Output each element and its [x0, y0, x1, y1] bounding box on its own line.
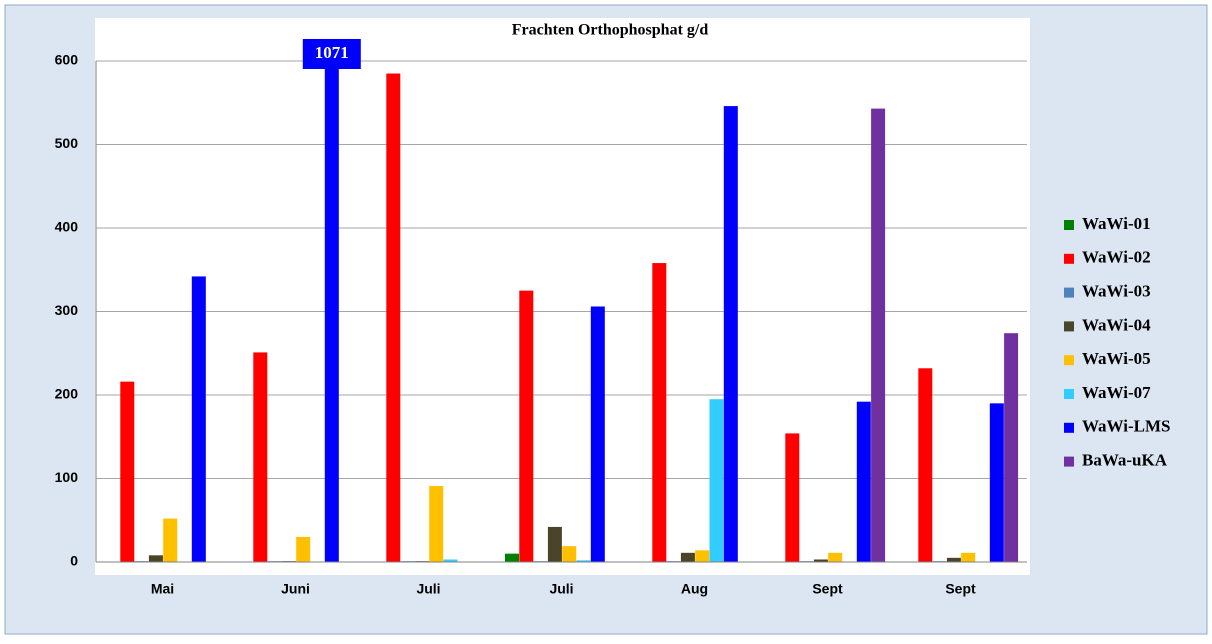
legend-swatch: [1064, 355, 1074, 366]
bar: [723, 106, 738, 562]
bar: [324, 61, 339, 562]
legend-label: WaWi-01: [1082, 214, 1151, 233]
legend-swatch: [1064, 287, 1074, 298]
x-tick-label: Juli: [416, 581, 440, 597]
legend-swatch: [1064, 456, 1074, 467]
y-tick-label: 500: [55, 135, 79, 151]
y-tick-label: 600: [55, 52, 79, 68]
chart-title: Frachten Orthophosphat g/d: [512, 22, 709, 39]
x-tick-label: Juli: [549, 581, 573, 597]
legend-swatch: [1064, 220, 1074, 230]
bar: [695, 550, 710, 562]
legend-label: BaWa-uKA: [1082, 451, 1168, 470]
bar: [652, 263, 667, 562]
legend-label: WaWi-04: [1082, 315, 1151, 334]
x-tick-label: Sept: [945, 581, 976, 597]
y-tick-label: 100: [55, 469, 79, 485]
bar: [505, 553, 519, 562]
bar: [148, 555, 163, 562]
bar: [253, 352, 268, 562]
y-tick-label: 400: [55, 219, 79, 235]
bar: [680, 552, 695, 562]
bar: [989, 403, 1004, 562]
legend-swatch: [1064, 253, 1074, 264]
bar: [163, 518, 178, 562]
bar: [1004, 333, 1019, 562]
legend-label: WaWi-05: [1082, 349, 1151, 368]
x-tick-label: Mai: [151, 581, 174, 597]
plot-background: [95, 18, 1030, 575]
legend-label: WaWi-07: [1082, 383, 1151, 402]
y-tick-label: 300: [55, 302, 79, 318]
bar: [296, 536, 311, 562]
bar: [443, 559, 458, 562]
legend-label: WaWi-03: [1082, 282, 1151, 301]
bar: [191, 276, 206, 562]
legend-label: WaWi-LMS: [1082, 417, 1170, 436]
y-tick-label: 0: [70, 553, 78, 569]
bar: [386, 73, 401, 563]
bar: [813, 559, 828, 562]
x-tick-label: Juni: [281, 581, 310, 597]
bar: [946, 557, 961, 562]
bar: [918, 368, 933, 562]
bar: [961, 552, 976, 562]
x-tick-label: Sept: [812, 581, 843, 597]
bar: [856, 401, 871, 562]
data-label-box: [302, 39, 361, 69]
bar: [576, 560, 591, 562]
legend-swatch: [1064, 321, 1074, 332]
y-tick-label: 200: [55, 386, 79, 402]
bar: [547, 526, 562, 562]
legend-label: WaWi-02: [1082, 248, 1151, 267]
bar: [120, 381, 135, 562]
x-tick-label: Aug: [681, 581, 708, 597]
bar: [709, 399, 724, 562]
data-label: 1071: [315, 43, 349, 62]
legend-swatch: [1064, 389, 1074, 399]
legend-swatch: [1064, 422, 1074, 433]
bar: [828, 552, 843, 562]
bar: [785, 433, 800, 562]
bar: [871, 108, 886, 562]
bar: [590, 306, 605, 562]
bar: [429, 486, 444, 562]
bar: [562, 546, 577, 562]
bar: [519, 290, 534, 562]
